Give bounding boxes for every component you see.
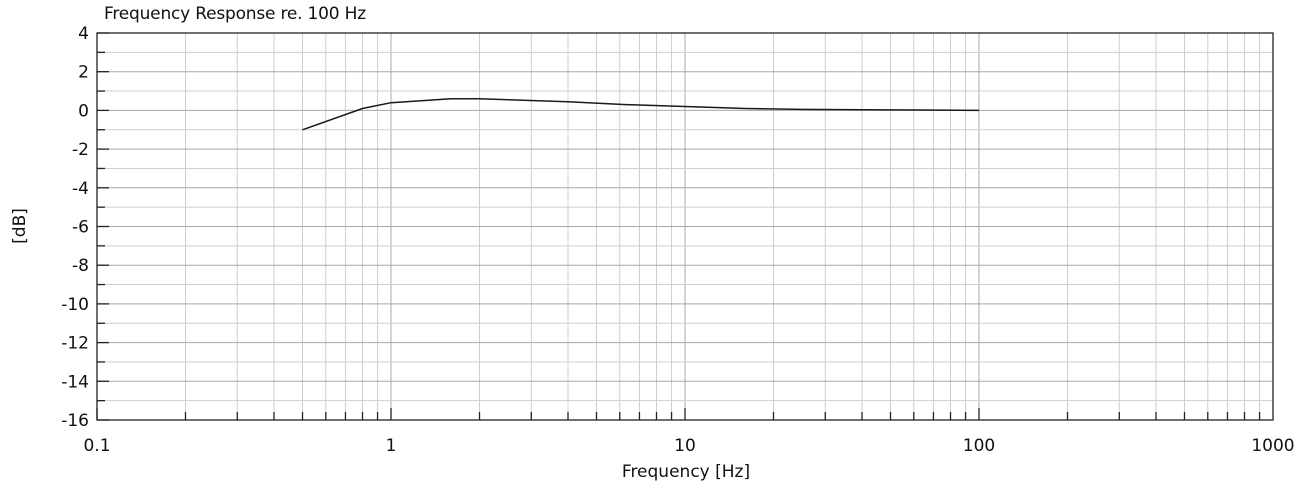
y-tick-label: 4	[78, 24, 89, 44]
plot-frame	[96, 32, 1274, 421]
y-tick-label: -12	[61, 334, 89, 354]
x-tick-label: 1000	[1251, 436, 1294, 456]
y-tick-label: -4	[72, 179, 89, 199]
y-tick-label: -8	[72, 256, 89, 276]
x-axis-label: Frequency [Hz]	[621, 462, 751, 482]
x-tick-labels: 0.1 1 10 100 1000	[83, 436, 1294, 456]
y-tick-label: -6	[72, 218, 89, 238]
x-tick-label: 100	[963, 436, 995, 456]
chart-title: Frequency Response re. 100 Hz	[104, 4, 366, 24]
y-tick-label: 0	[78, 101, 89, 121]
y-tick-label: -2	[72, 140, 89, 160]
grid-lines	[96, 32, 1273, 421]
y-tick-label: -16	[61, 411, 89, 431]
series-layer	[302, 98, 980, 131]
x-tick-label: 0.1	[83, 436, 110, 456]
x-tick-label: 1	[386, 436, 397, 456]
y-tick-label: -14	[61, 372, 89, 392]
y-tick-label: -10	[61, 295, 89, 315]
y-tick-labels: 4 2 0 -2 -4 -6 -8 -10 -12 -14 -16	[61, 24, 89, 431]
y-tick-label: 2	[78, 63, 89, 83]
x-tick-label: 10	[674, 436, 696, 456]
series-line	[302, 98, 980, 131]
axis-ticks	[96, 32, 1261, 421]
